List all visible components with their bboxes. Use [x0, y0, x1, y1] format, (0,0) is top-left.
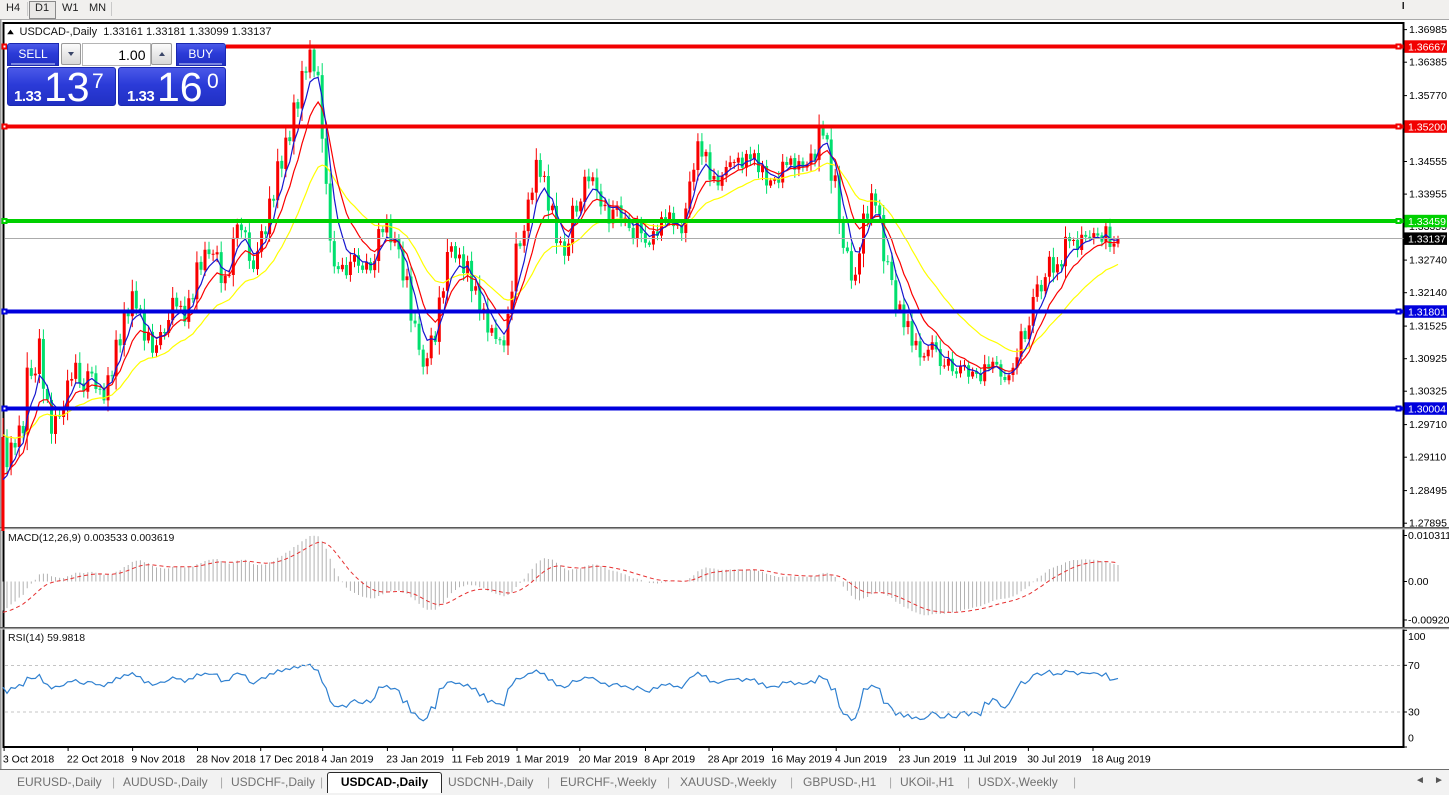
- svg-text:1.33459: 1.33459: [1408, 216, 1446, 228]
- svg-text:22 Oct 2018: 22 Oct 2018: [67, 754, 124, 766]
- svg-text:4 Jan 2019: 4 Jan 2019: [322, 754, 374, 766]
- svg-text:MACD(12,26,9) 0.003533 0.00361: MACD(12,26,9) 0.003533 0.003619: [8, 532, 175, 544]
- svg-text:1.32740: 1.32740: [1409, 255, 1447, 267]
- svg-text:30 Jul 2019: 30 Jul 2019: [1027, 754, 1081, 766]
- svg-text:1.29110: 1.29110: [1409, 452, 1446, 464]
- svg-text:1.30325: 1.30325: [1409, 386, 1447, 398]
- svg-text:0.00: 0.00: [1408, 576, 1429, 588]
- svg-text:16 May 2019: 16 May 2019: [771, 754, 832, 766]
- svg-text:1.30004: 1.30004: [1408, 403, 1446, 415]
- svg-text:1.29710: 1.29710: [1409, 419, 1447, 431]
- svg-text:1.33137: 1.33137: [1408, 233, 1446, 245]
- svg-text:70: 70: [1408, 660, 1420, 672]
- svg-text:8 Apr 2019: 8 Apr 2019: [644, 754, 695, 766]
- svg-text:1.33955: 1.33955: [1409, 189, 1447, 201]
- svg-text:28 Nov 2018: 28 Nov 2018: [196, 754, 256, 766]
- svg-text:USDCAD-,Daily 1.33161 1.33181: USDCAD-,Daily 1.33161 1.33181 1.33099 1.…: [20, 26, 272, 38]
- svg-text:0: 0: [1408, 732, 1414, 744]
- svg-text:30: 30: [1408, 707, 1420, 719]
- svg-text:1.36667: 1.36667: [1408, 41, 1446, 53]
- svg-text:1.31801: 1.31801: [1408, 306, 1446, 318]
- svg-text:20 Mar 2019: 20 Mar 2019: [579, 754, 638, 766]
- svg-text:4 Jun 2019: 4 Jun 2019: [835, 754, 887, 766]
- svg-text:100: 100: [1408, 631, 1426, 643]
- svg-text:1.36985: 1.36985: [1409, 24, 1447, 36]
- svg-text:1.34555: 1.34555: [1409, 156, 1447, 168]
- svg-text:11 Jul 2019: 11 Jul 2019: [963, 754, 1017, 766]
- svg-text:1.31525: 1.31525: [1409, 321, 1447, 333]
- svg-text:1.35770: 1.35770: [1409, 90, 1447, 102]
- svg-text:1.32140: 1.32140: [1409, 287, 1447, 299]
- svg-text:-0.009203: -0.009203: [1408, 615, 1449, 627]
- svg-text:3 Oct 2018: 3 Oct 2018: [3, 754, 55, 766]
- svg-text:1.28495: 1.28495: [1409, 485, 1447, 497]
- svg-text:RSI(14) 59.9818: RSI(14) 59.9818: [8, 632, 85, 644]
- svg-text:1.35200: 1.35200: [1408, 121, 1446, 133]
- svg-text:1.36385: 1.36385: [1409, 57, 1447, 69]
- svg-text:11 Feb 2019: 11 Feb 2019: [452, 754, 510, 766]
- svg-text:9 Nov 2018: 9 Nov 2018: [131, 754, 185, 766]
- svg-text:18 Aug 2019: 18 Aug 2019: [1092, 754, 1151, 766]
- svg-text:1.27895: 1.27895: [1409, 518, 1447, 530]
- svg-text:1.30925: 1.30925: [1409, 353, 1447, 365]
- svg-text:17 Dec 2018: 17 Dec 2018: [260, 754, 320, 766]
- svg-text:23 Jan 2019: 23 Jan 2019: [386, 754, 444, 766]
- svg-text:0.010311: 0.010311: [1408, 530, 1449, 542]
- svg-text:1 Mar 2019: 1 Mar 2019: [516, 754, 569, 766]
- svg-text:28 Apr 2019: 28 Apr 2019: [708, 754, 765, 766]
- svg-text:23 Jun 2019: 23 Jun 2019: [899, 754, 957, 766]
